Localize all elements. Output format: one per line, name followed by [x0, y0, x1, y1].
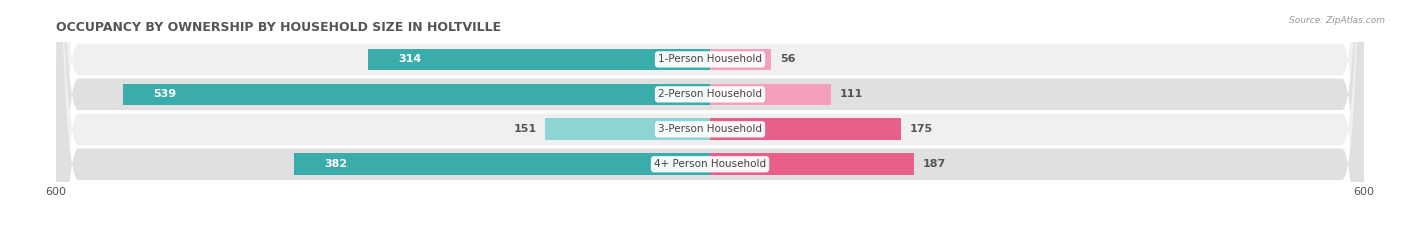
Text: 1-Person Household: 1-Person Household	[658, 55, 762, 64]
Bar	[710, 49, 770, 70]
Text: 3-Person Household: 3-Person Household	[658, 124, 762, 134]
FancyBboxPatch shape	[56, 0, 1364, 233]
Text: 187: 187	[922, 159, 946, 169]
Bar	[368, 49, 710, 70]
Legend: Owner-occupied, Renter-occupied: Owner-occupied, Renter-occupied	[593, 230, 827, 233]
FancyBboxPatch shape	[56, 0, 1364, 233]
Text: 175: 175	[910, 124, 932, 134]
Bar	[546, 118, 710, 140]
FancyBboxPatch shape	[56, 0, 1364, 233]
Text: 2-Person Household: 2-Person Household	[658, 89, 762, 99]
Text: Source: ZipAtlas.com: Source: ZipAtlas.com	[1289, 16, 1385, 25]
Bar	[122, 84, 710, 105]
Bar	[710, 84, 831, 105]
Text: 151: 151	[513, 124, 537, 134]
Text: 4+ Person Household: 4+ Person Household	[654, 159, 766, 169]
Text: 314: 314	[398, 55, 422, 64]
Text: 111: 111	[839, 89, 863, 99]
Bar	[710, 118, 901, 140]
Bar	[294, 154, 710, 175]
Bar	[710, 154, 914, 175]
Text: OCCUPANCY BY OWNERSHIP BY HOUSEHOLD SIZE IN HOLTVILLE: OCCUPANCY BY OWNERSHIP BY HOUSEHOLD SIZE…	[56, 21, 502, 34]
Text: 539: 539	[153, 89, 176, 99]
FancyBboxPatch shape	[56, 0, 1364, 233]
Text: 382: 382	[325, 159, 347, 169]
Text: 56: 56	[780, 55, 796, 64]
